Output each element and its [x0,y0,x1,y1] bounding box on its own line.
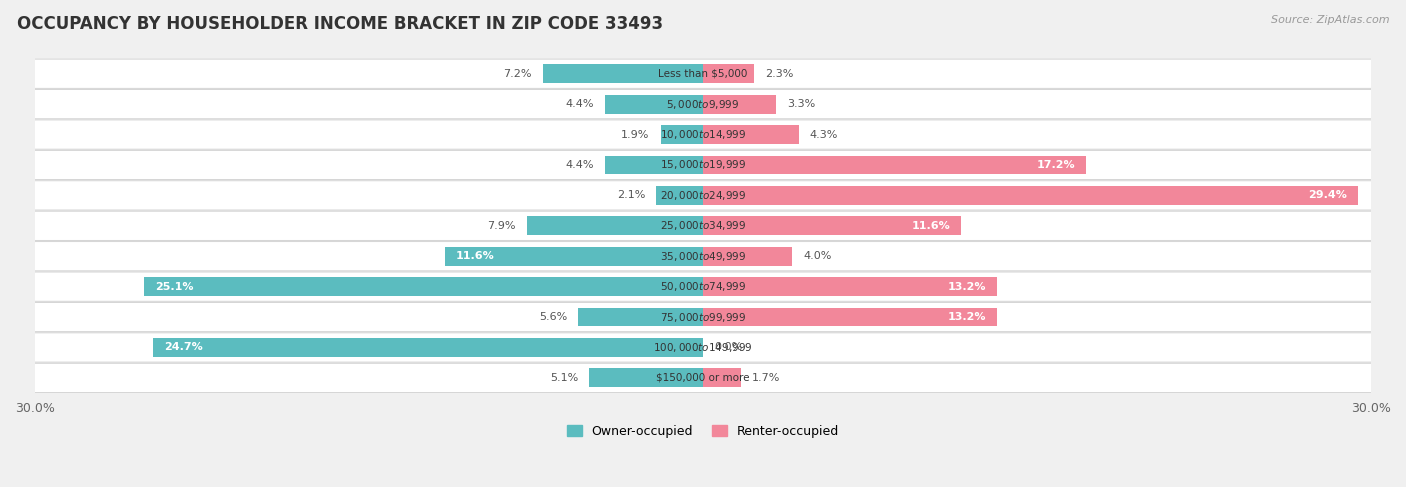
FancyBboxPatch shape [35,59,1371,88]
Text: 29.4%: 29.4% [1308,190,1347,200]
Bar [703,64,754,83]
Text: $150,000 or more: $150,000 or more [657,373,749,383]
Text: 3.3%: 3.3% [787,99,815,109]
FancyBboxPatch shape [35,90,1371,119]
Bar [703,125,799,144]
Text: $100,000 to $149,999: $100,000 to $149,999 [654,341,752,354]
Bar [605,155,703,174]
Text: 2.1%: 2.1% [617,190,645,200]
Bar [657,186,703,205]
Text: 13.2%: 13.2% [948,281,986,292]
Bar [703,247,792,265]
Text: $5,000 to $9,999: $5,000 to $9,999 [666,98,740,111]
Text: Less than $5,000: Less than $5,000 [658,69,748,79]
Text: $25,000 to $34,999: $25,000 to $34,999 [659,219,747,232]
Bar [153,338,703,357]
FancyBboxPatch shape [35,333,1371,362]
Text: 7.2%: 7.2% [503,69,531,79]
Text: 13.2%: 13.2% [948,312,986,322]
FancyBboxPatch shape [35,272,1371,301]
Text: 17.2%: 17.2% [1036,160,1076,170]
Bar [444,247,703,265]
Text: 7.9%: 7.9% [488,221,516,231]
Text: $15,000 to $19,999: $15,000 to $19,999 [659,158,747,171]
FancyBboxPatch shape [35,302,1371,332]
Bar [143,277,703,296]
Bar [703,277,997,296]
Text: 5.6%: 5.6% [538,312,567,322]
Text: 4.0%: 4.0% [803,251,831,261]
Text: $20,000 to $24,999: $20,000 to $24,999 [659,189,747,202]
Text: 2.3%: 2.3% [765,69,794,79]
Text: 4.3%: 4.3% [810,130,838,140]
Bar [578,308,703,326]
Text: 4.4%: 4.4% [565,160,593,170]
Text: $35,000 to $49,999: $35,000 to $49,999 [659,250,747,262]
Bar [661,125,703,144]
Bar [543,64,703,83]
FancyBboxPatch shape [35,120,1371,149]
FancyBboxPatch shape [35,211,1371,241]
Text: 11.6%: 11.6% [456,251,495,261]
Bar [605,94,703,113]
Text: $50,000 to $74,999: $50,000 to $74,999 [659,280,747,293]
Legend: Owner-occupied, Renter-occupied: Owner-occupied, Renter-occupied [562,420,844,443]
Text: Source: ZipAtlas.com: Source: ZipAtlas.com [1271,15,1389,25]
Bar [527,216,703,235]
Bar [589,369,703,387]
Bar [703,369,741,387]
Text: 0.0%: 0.0% [714,342,742,353]
Text: 1.7%: 1.7% [752,373,780,383]
Text: $75,000 to $99,999: $75,000 to $99,999 [659,311,747,323]
FancyBboxPatch shape [35,150,1371,180]
FancyBboxPatch shape [35,242,1371,271]
Bar [703,186,1358,205]
Text: 11.6%: 11.6% [911,221,950,231]
Text: 4.4%: 4.4% [565,99,593,109]
Text: 24.7%: 24.7% [165,342,202,353]
Bar [703,94,776,113]
Text: OCCUPANCY BY HOUSEHOLDER INCOME BRACKET IN ZIP CODE 33493: OCCUPANCY BY HOUSEHOLDER INCOME BRACKET … [17,15,664,33]
Text: 1.9%: 1.9% [621,130,650,140]
FancyBboxPatch shape [35,363,1371,393]
Text: 25.1%: 25.1% [155,281,194,292]
FancyBboxPatch shape [35,181,1371,210]
Bar [703,216,962,235]
Text: $10,000 to $14,999: $10,000 to $14,999 [659,128,747,141]
Bar [703,308,997,326]
Text: 5.1%: 5.1% [550,373,578,383]
Bar [703,155,1085,174]
